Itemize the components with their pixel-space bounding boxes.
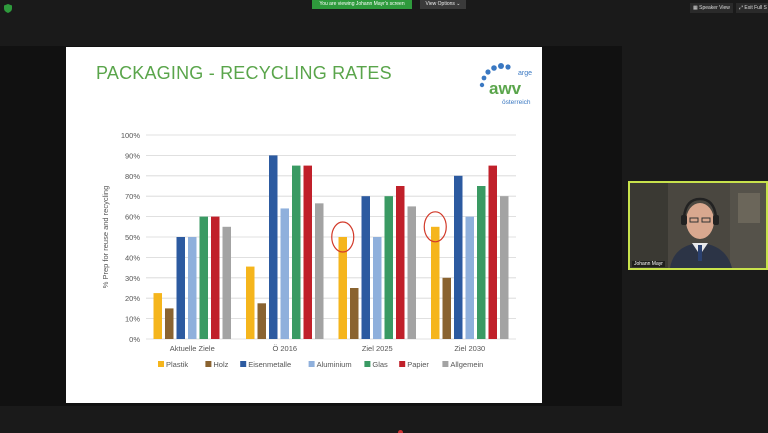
y-tick-label: 80% [125,172,140,181]
bar [246,266,255,339]
y-tick-label: 30% [125,274,140,283]
y-tick-label: 90% [125,151,140,160]
legend-swatch [399,361,406,367]
x-tick-label: Ziel 2025 [362,344,393,353]
bar [188,237,197,339]
x-tick-label: Aktuelle Ziele [170,344,215,353]
bar [361,196,370,339]
legend-swatch [205,361,212,367]
bar [211,216,220,339]
legend-label: Papier [407,360,429,369]
logo-text-arge: arge [518,70,532,77]
legend-label: Glas [372,360,388,369]
bar [407,206,416,339]
bar [431,226,440,339]
bar [315,203,324,339]
bar [257,303,266,339]
screen-share-banner: You are viewing Johann Mayr's screen [312,0,412,9]
speaker-view-icon: ▦ [693,5,700,11]
bar [222,226,231,339]
bar [350,288,359,339]
bar [396,186,405,339]
speaker-view-label: Speaker View [699,5,730,11]
x-tick-label: Ö 2016 [272,344,297,353]
bar [477,186,486,339]
bar [442,277,451,339]
bar [292,165,301,339]
legend-label: Holz [213,360,228,369]
legend-label: Allgemein [450,360,483,369]
legend-label: Plastik [166,360,188,369]
bar [280,208,289,339]
logo-text-awv: awv [489,79,522,98]
bar [338,237,347,339]
meeting-toolbar: You are viewing Johann Mayr's screen Vie… [0,0,768,20]
legend-swatch [158,361,164,367]
recycling-rates-chart: 0% 10% 20% 30% 40% 50% 60% 70% 80% 90% 100% % Prep … [101,131,516,369]
exit-fullscreen-button[interactable]: ⤢ Exit Full S [736,3,768,13]
participant-video-frame [630,183,766,268]
y-tick-label: 0% [129,335,140,344]
bar [199,216,208,339]
bar [465,216,474,339]
legend-swatch [442,361,449,367]
legend-label: Aluminium [317,360,352,369]
bar [373,237,382,339]
awv-logo: arge awv österreich [479,63,532,106]
participant-video[interactable]: Johann Mayr [628,181,768,270]
participant-name-label: Johann Mayr [632,261,665,267]
x-tick-label: Ziel 2030 [454,344,485,353]
y-tick-label: 20% [125,294,140,303]
legend-swatch [240,361,247,367]
slide-title: PACKAGING - RECYCLING RATES [96,63,392,83]
exit-fullscreen-label: Exit Full S [744,5,767,11]
bar [500,196,509,339]
y-tick-label: 100% [121,131,141,140]
bar [176,237,185,339]
y-axis-label: % Prep for reuse and recycling [101,186,110,289]
y-tick-label: 60% [125,213,140,222]
legend-label: Eisenmetalle [248,360,291,369]
bar [454,175,463,339]
bottom-bar [0,412,768,432]
bar [488,165,497,339]
bar [153,293,162,339]
bar [384,196,393,339]
presentation-slide: PACKAGING - RECYCLING RATES arge awv öst… [66,47,542,403]
bar [269,155,278,339]
y-tick-label: 40% [125,253,140,262]
shield-icon[interactable] [4,4,12,13]
fullscreen-icon: ⤢ [739,5,745,11]
y-tick-label: 10% [125,315,140,324]
y-tick-label: 70% [125,192,140,201]
legend-swatch [364,361,371,367]
highlight-circle [331,221,355,253]
bar [165,308,174,339]
speaker-view-button[interactable]: ▦ Speaker View [690,3,733,13]
y-tick-label: 50% [125,233,140,242]
legend-swatch [308,361,315,367]
highlight-circle [423,211,447,243]
logo-text-oesterreich: österreich [502,99,531,106]
bar [303,165,312,339]
view-options-button[interactable]: View Options ⌄ [420,0,466,9]
